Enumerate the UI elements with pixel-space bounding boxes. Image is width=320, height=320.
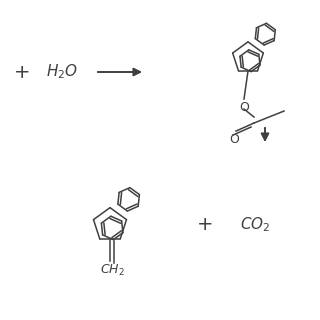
Text: +: +	[14, 62, 30, 82]
Text: O: O	[229, 133, 239, 146]
Text: $H_2O$: $H_2O$	[46, 63, 78, 81]
Text: $CO_2$: $CO_2$	[240, 216, 270, 234]
Text: $CH_2$: $CH_2$	[100, 263, 124, 278]
Text: +: +	[197, 215, 213, 235]
Text: O: O	[239, 101, 249, 114]
